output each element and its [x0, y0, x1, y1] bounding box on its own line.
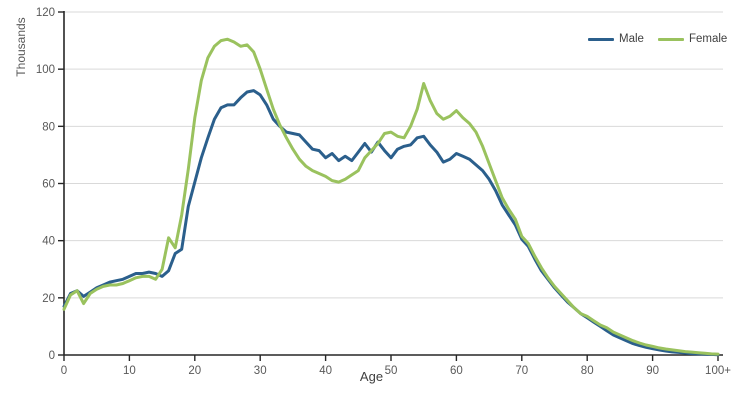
x-tick-label: 100+ [705, 365, 731, 377]
y-axis-title: Thousands [14, 17, 28, 77]
y-tick-label: 60 [42, 179, 55, 191]
y-tick-label: 0 [49, 350, 55, 362]
y-tick-label: 80 [42, 121, 55, 133]
x-tick-label: 70 [515, 365, 528, 377]
y-tick-label: 20 [42, 293, 55, 305]
legend-label-male: Male [619, 33, 644, 45]
y-tick-label: 100 [36, 64, 55, 76]
x-tick-label: 10 [123, 365, 136, 377]
female-line-swatch [657, 37, 684, 41]
chart-legend: Male Female [588, 33, 727, 45]
y-tick-label: 120 [36, 7, 55, 19]
x-tick-label: 20 [188, 365, 201, 377]
x-tick-label: 0 [61, 365, 67, 377]
x-tick-label: 50 [385, 365, 398, 377]
male-line-swatch [588, 37, 614, 41]
female-series-line [62, 37, 720, 356]
x-tick-label: 30 [254, 365, 267, 377]
x-tick-label: 60 [450, 365, 463, 377]
x-axis-title: Age [359, 369, 384, 384]
x-tick-label: 40 [319, 365, 332, 377]
legend-item-male: Male [588, 33, 644, 45]
x-tick-label: 80 [581, 365, 594, 377]
x-tick-label: 90 [646, 365, 659, 377]
legend-item-female: Female [657, 33, 728, 45]
male-series-line [62, 89, 720, 357]
y-tick-label: 40 [42, 236, 55, 248]
legend-label-female: Female [688, 33, 728, 45]
